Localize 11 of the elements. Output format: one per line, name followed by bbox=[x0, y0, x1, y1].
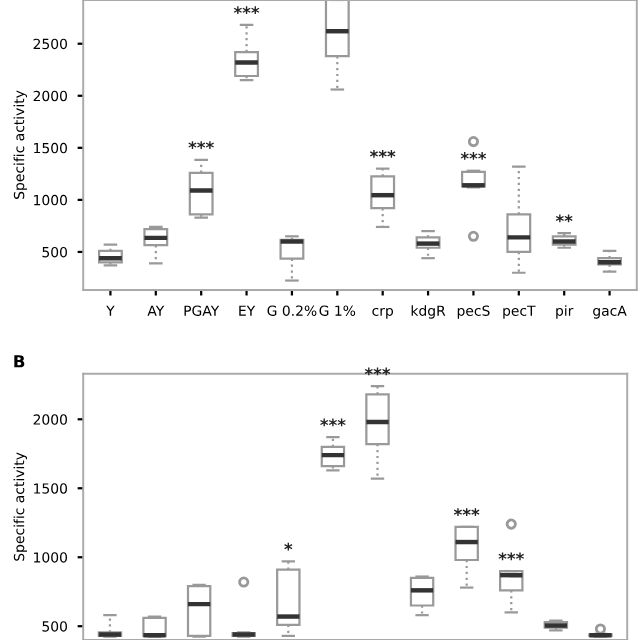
annotation: *** bbox=[369, 150, 396, 158]
annotation: *** bbox=[453, 508, 480, 517]
annotation: *** bbox=[364, 367, 391, 376]
annotation: *** bbox=[320, 418, 346, 427]
annotation: * bbox=[284, 542, 293, 551]
annotation: *** bbox=[498, 552, 525, 561]
annotation: *** bbox=[460, 152, 487, 160]
annotation: *** bbox=[188, 141, 214, 149]
annotation: *** bbox=[233, 6, 260, 15]
annotation: ** bbox=[555, 214, 573, 223]
chart-title: B bbox=[14, 355, 25, 368]
